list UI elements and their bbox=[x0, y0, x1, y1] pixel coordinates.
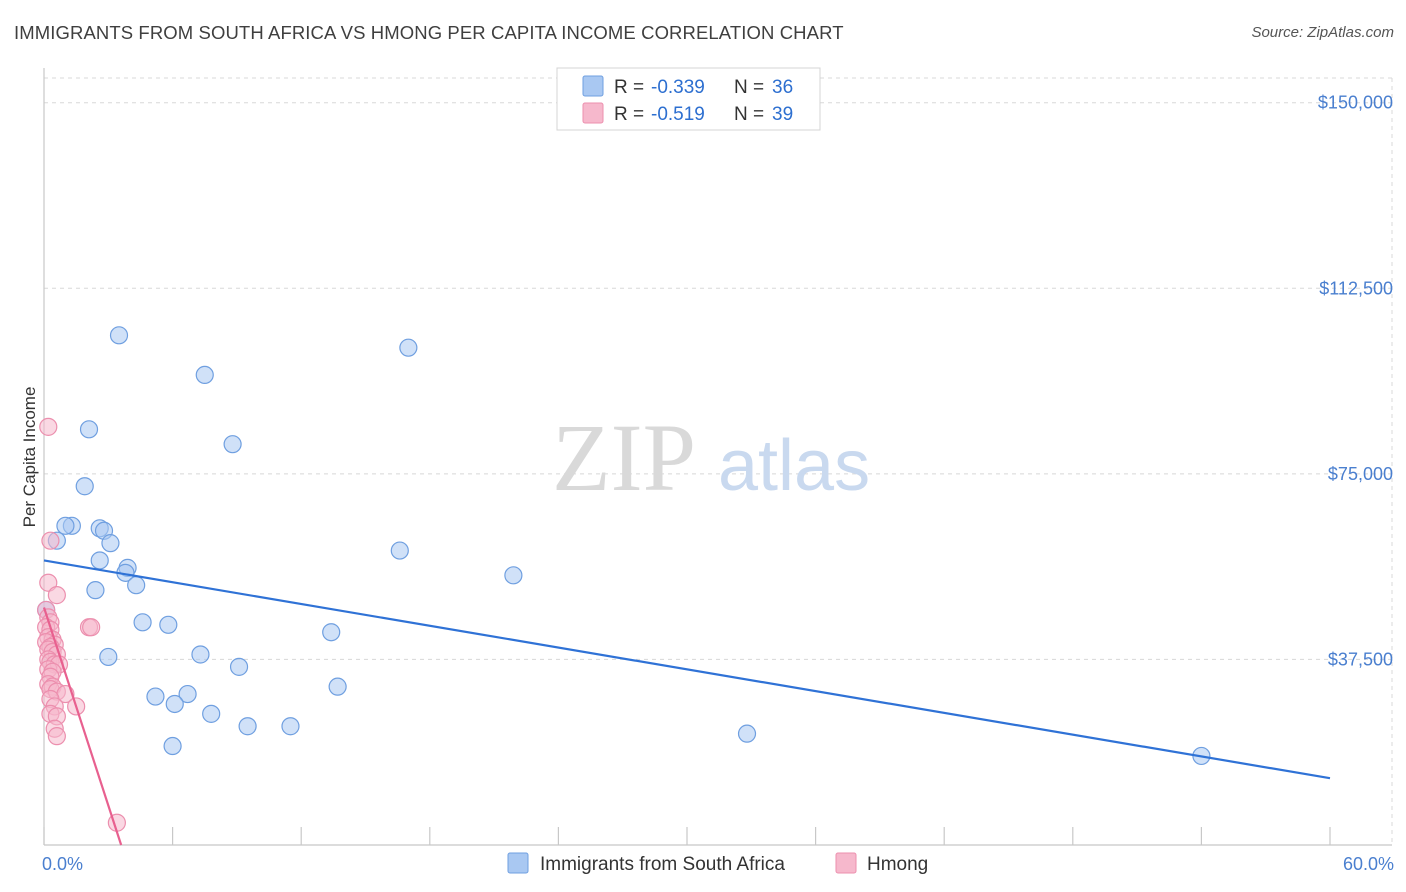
legend-swatch-pink bbox=[582, 102, 604, 124]
south-africa-point-4 bbox=[223, 435, 242, 454]
y-tick-label-3: $150,000 bbox=[1318, 93, 1393, 113]
trend-line-hmong bbox=[42, 607, 123, 846]
y-tick-label-0: $37,500 bbox=[1328, 649, 1393, 669]
legend-r-label-2: R = bbox=[614, 104, 644, 125]
hmong-point-2 bbox=[39, 573, 58, 592]
south-africa-point-16 bbox=[504, 566, 523, 585]
south-africa-point-11 bbox=[101, 534, 120, 553]
south-africa-point-32 bbox=[281, 717, 300, 736]
south-africa-point-12 bbox=[390, 541, 409, 560]
watermark-atlas: atlas bbox=[718, 426, 870, 506]
south-africa-point-28 bbox=[178, 684, 197, 704]
legend-box: R = -0.339 N = 36 R = -0.519 N = 39 bbox=[556, 67, 821, 131]
x-tick-labels: 0.0% 60.0% bbox=[42, 854, 1394, 874]
south-africa-point-33 bbox=[737, 724, 757, 743]
hmong-point-1 bbox=[41, 531, 60, 550]
hmong-point-3 bbox=[47, 586, 66, 605]
x-tick-label-1: 60.0% bbox=[1343, 854, 1394, 874]
legend-n-value-1: 36 bbox=[772, 77, 793, 98]
series-south-africa-points bbox=[37, 326, 1211, 766]
south-africa-point-17 bbox=[127, 576, 146, 595]
legend-n-value-2: 39 bbox=[772, 104, 793, 125]
south-africa-point-22 bbox=[322, 623, 341, 642]
y-tick-label-2: $112,500 bbox=[1319, 278, 1393, 298]
south-africa-point-23 bbox=[99, 647, 118, 667]
south-africa-point-29 bbox=[165, 694, 184, 714]
hmong-point-9 bbox=[82, 618, 101, 637]
south-africa-point-1 bbox=[399, 338, 418, 357]
hmong-point-0 bbox=[39, 417, 58, 436]
south-africa-point-30 bbox=[202, 704, 221, 723]
south-africa-point-21 bbox=[159, 615, 178, 634]
y-axis-label: Per Capita Income bbox=[20, 387, 39, 528]
legend-n-label-1: N = bbox=[734, 77, 764, 98]
south-africa-point-2 bbox=[195, 365, 214, 385]
south-africa-point-8 bbox=[56, 516, 75, 535]
south-africa-point-31 bbox=[238, 717, 257, 736]
chart-title: IMMIGRANTS FROM SOUTH AFRICA VS HMONG PE… bbox=[14, 22, 844, 43]
legend-swatch-blue bbox=[582, 75, 604, 97]
south-africa-point-24 bbox=[191, 645, 210, 664]
south-africa-point-3 bbox=[79, 420, 99, 439]
hmong-point-37 bbox=[47, 727, 66, 746]
south-africa-point-34 bbox=[163, 736, 182, 756]
source-label: Source: ZipAtlas.com bbox=[1251, 24, 1394, 41]
watermark-zip: ZIP bbox=[552, 404, 696, 511]
bottom-legend-hmong: Hmong bbox=[867, 854, 928, 875]
south-africa-point-18 bbox=[86, 581, 105, 600]
bottom-legend-south-africa: Immigrants from South Africa bbox=[540, 854, 785, 875]
trend-lines bbox=[42, 559, 1331, 846]
south-africa-point-20 bbox=[133, 613, 152, 632]
south-africa-point-13 bbox=[90, 551, 109, 570]
y-tick-labels: $37,500 $75,000 $112,500 $150,000 bbox=[1318, 93, 1393, 670]
bottom-legend-swatch-hmong bbox=[835, 852, 857, 874]
bottom-legend-swatch-south-africa bbox=[507, 852, 529, 874]
y-tick-label-1: $75,000 bbox=[1328, 464, 1393, 484]
legend-r-value-2: -0.519 bbox=[651, 104, 705, 125]
legend-n-label-2: N = bbox=[734, 104, 764, 125]
trend-line-south-africa bbox=[43, 559, 1331, 780]
south-africa-point-25 bbox=[229, 657, 249, 676]
south-africa-point-5 bbox=[75, 477, 94, 496]
watermark: ZIP atlas bbox=[552, 404, 870, 511]
south-africa-point-0 bbox=[109, 326, 129, 345]
south-africa-point-27 bbox=[146, 687, 165, 706]
south-africa-point-26 bbox=[328, 677, 347, 696]
legend-r-value-1: -0.339 bbox=[651, 77, 705, 98]
x-tick-label-0: 0.0% bbox=[42, 854, 83, 874]
bottom-legend: Immigrants from South Africa Hmong bbox=[507, 852, 928, 875]
legend-r-label-1: R = bbox=[614, 77, 644, 98]
